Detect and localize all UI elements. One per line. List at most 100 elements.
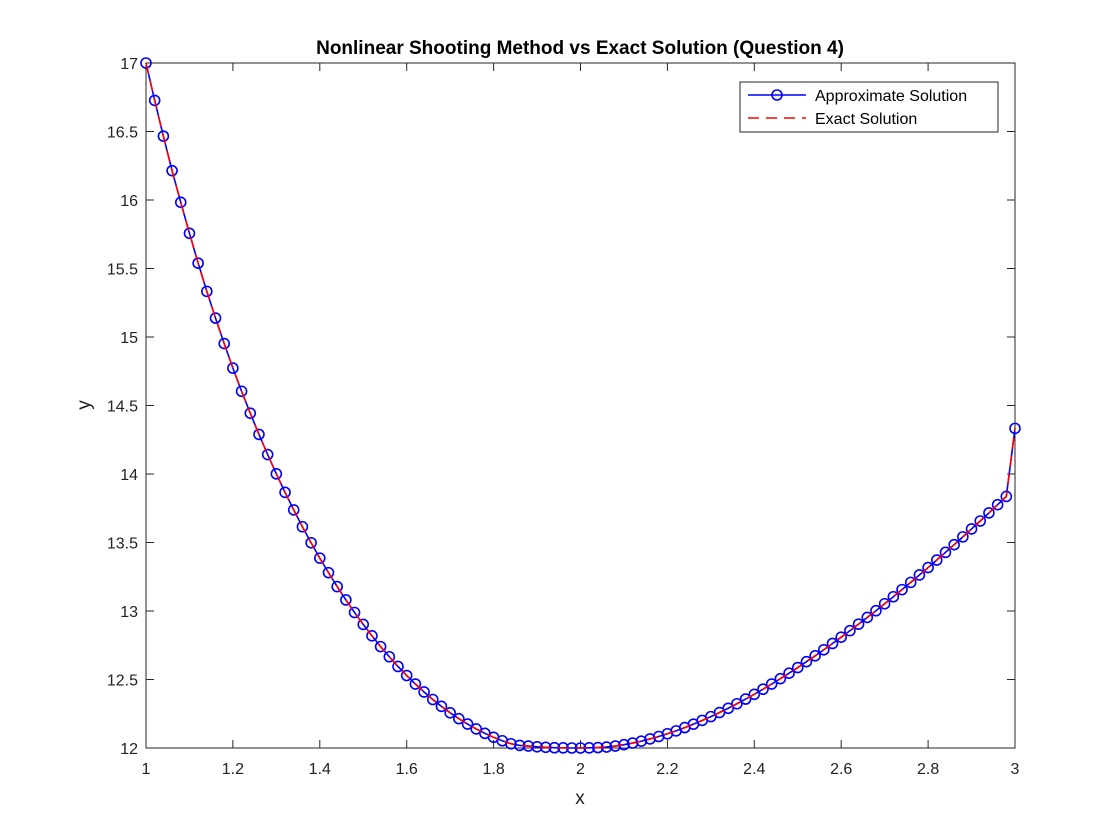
series-point-approximate xyxy=(913,569,926,581)
series-point-approximate xyxy=(201,285,213,298)
series-point-approximate xyxy=(922,561,934,574)
series-layer xyxy=(140,57,1021,754)
y-tick-label: 17 xyxy=(120,56,138,73)
y-tick-label: 15.5 xyxy=(107,262,138,279)
series-point-approximate xyxy=(270,468,283,480)
x-tick-label: 2 xyxy=(576,761,585,778)
y-tick-label: 15 xyxy=(120,330,138,347)
x-tick-label: 1.6 xyxy=(396,761,418,778)
series-point-approximate xyxy=(409,678,422,690)
x-tick-label: 3 xyxy=(1011,761,1020,778)
series-point-approximate xyxy=(374,640,387,653)
series-point-approximate xyxy=(218,337,231,350)
legend: Approximate Solution Exact Solution xyxy=(739,81,999,133)
series-point-approximate xyxy=(305,536,317,549)
series-point-approximate xyxy=(852,618,865,630)
y-tick-label: 12 xyxy=(120,741,138,758)
x-tick-label: 2.6 xyxy=(830,761,852,778)
axis-ticks xyxy=(145,62,1016,749)
series-point-approximate xyxy=(235,385,248,398)
series-point-approximate xyxy=(331,580,343,593)
series-point-approximate xyxy=(140,57,152,69)
series-point-approximate xyxy=(418,686,430,698)
series-point-approximate xyxy=(826,637,839,650)
series-point-approximate xyxy=(505,737,517,750)
series-point-approximate xyxy=(166,164,178,177)
series-point-approximate xyxy=(626,737,639,749)
series-point-approximate xyxy=(279,486,291,499)
legend-marker-approximate xyxy=(771,89,783,101)
series-point-approximate xyxy=(296,520,309,533)
chart-title: Nonlinear Shooting Method vs Exact Solut… xyxy=(316,38,844,59)
legend-label-exact: Exact Solution xyxy=(815,111,917,128)
series-point-approximate xyxy=(844,624,856,637)
series-point-approximate xyxy=(765,678,778,690)
series-point-approximate xyxy=(870,604,882,617)
plot-area xyxy=(145,62,1016,749)
series-point-approximate xyxy=(878,597,891,610)
series-point-approximate xyxy=(261,448,274,461)
y-tick-label: 14 xyxy=(120,467,138,484)
y-tick-label: 16 xyxy=(120,193,138,210)
series-point-approximate xyxy=(757,683,769,696)
series-point-approximate xyxy=(983,507,995,519)
x-tick-label: 1.2 xyxy=(222,761,244,778)
series-point-approximate xyxy=(435,700,448,713)
y-tick-label: 16.5 xyxy=(107,125,138,142)
series-point-approximate xyxy=(965,523,978,535)
series-point-approximate xyxy=(774,672,787,685)
series-point-approximate xyxy=(322,566,335,579)
series-point-approximate xyxy=(383,650,396,663)
series-point-approximate xyxy=(948,538,960,551)
series-point-approximate xyxy=(157,130,170,142)
series-point-approximate xyxy=(930,554,943,566)
series-point-approximate xyxy=(444,706,456,719)
series-point-approximate xyxy=(722,702,735,715)
series-point-approximate xyxy=(313,552,326,564)
series-point-approximate xyxy=(227,362,239,374)
series-point-approximate xyxy=(340,594,352,606)
series-point-approximate xyxy=(253,428,265,441)
series-point-approximate xyxy=(357,618,370,631)
series-point-approximate xyxy=(809,649,821,662)
y-tick-label: 13 xyxy=(120,604,138,621)
series-point-approximate xyxy=(174,196,187,209)
y-tick-label: 12.5 xyxy=(107,673,138,690)
y-tick-label: 14.5 xyxy=(107,399,138,416)
x-tick-label: 2.2 xyxy=(656,761,678,778)
series-point-approximate xyxy=(904,576,917,589)
series-point-approximate xyxy=(244,407,257,419)
series-point-approximate xyxy=(183,227,196,240)
x-axis-label: x xyxy=(575,788,585,809)
series-point-approximate xyxy=(791,661,804,674)
series-point-approximate xyxy=(1009,422,1021,435)
x-tick-label: 2.8 xyxy=(917,761,939,778)
series-point-approximate xyxy=(887,590,900,603)
series-point-approximate xyxy=(800,655,813,668)
legend-box xyxy=(739,81,999,133)
x-tick-label: 1.4 xyxy=(309,761,331,778)
x-tick-label: 1.8 xyxy=(482,761,504,778)
series-point-approximate xyxy=(392,660,404,673)
series-point-approximate xyxy=(209,312,222,324)
series-point-approximate xyxy=(461,718,474,730)
series-point-approximate xyxy=(287,504,300,516)
y-axis-label: y xyxy=(74,400,95,410)
series-point-approximate xyxy=(896,583,908,596)
series-point-approximate xyxy=(861,611,874,624)
series-point-approximate xyxy=(783,667,795,680)
series-point-approximate xyxy=(957,531,969,543)
series-point-approximate xyxy=(818,643,830,656)
series-point-approximate xyxy=(348,606,361,619)
series-point-approximate xyxy=(426,693,439,706)
y-tick-label: 13.5 xyxy=(107,536,138,553)
series-point-approximate xyxy=(739,693,752,705)
x-tick-labels: 1 1.2 1.4 1.6 1.8 2 2.2 2.4 2.6 2.8 3 xyxy=(142,761,1020,778)
y-tick-labels: 12 12.5 13 13.5 14 14.5 15 15.5 16 16.5 17 xyxy=(107,56,138,758)
series-point-approximate xyxy=(148,94,161,107)
x-tick-label: 2.4 xyxy=(743,761,765,778)
series-point-approximate xyxy=(991,498,1004,511)
x-tick-label: 1 xyxy=(142,761,151,778)
series-point-approximate xyxy=(366,629,378,642)
